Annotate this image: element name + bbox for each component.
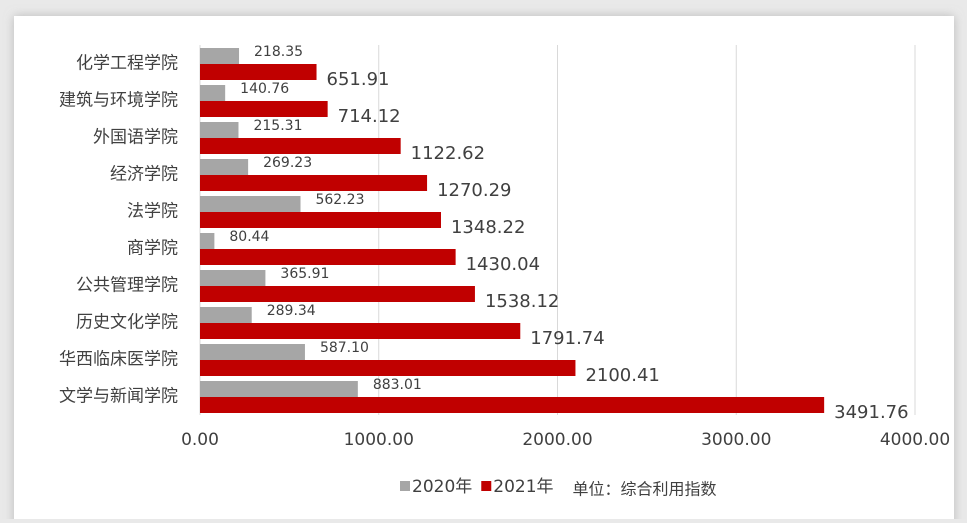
legend-swatch: [481, 481, 492, 491]
data-label: 651.91: [327, 69, 390, 90]
data-label: 714.12: [338, 106, 401, 127]
data-label: 883.01: [373, 377, 422, 393]
bar: [200, 212, 441, 228]
data-label: 2100.41: [585, 365, 659, 386]
bar: [200, 307, 252, 323]
y-tick-label: 经济学院: [110, 165, 178, 185]
bar: [200, 159, 249, 175]
data-label: 1791.74: [530, 328, 604, 349]
x-tick-label: 0.00: [181, 430, 219, 450]
data-label: 218.35: [254, 44, 303, 60]
y-tick-label: 商学院: [127, 239, 178, 259]
data-label: 1430.04: [466, 254, 540, 275]
data-label: 1122.62: [411, 143, 485, 164]
bar: [200, 138, 401, 154]
bar: [200, 85, 226, 101]
bar: [200, 323, 521, 339]
bar: [200, 270, 266, 286]
bar: [200, 344, 305, 360]
bar: [200, 397, 825, 413]
data-label: 1348.22: [451, 217, 525, 238]
x-tick-label: 3000.00: [701, 430, 771, 450]
data-label: 215.31: [253, 118, 302, 134]
bar: [200, 286, 475, 302]
bar: [200, 196, 301, 212]
data-label: 140.76: [240, 81, 289, 97]
data-label: 3491.76: [834, 402, 908, 423]
y-tick-label: 外国语学院: [93, 128, 178, 148]
y-tick-label: 历史文化学院: [76, 313, 178, 333]
bar: [200, 101, 328, 117]
data-label: 587.10: [320, 340, 369, 356]
y-tick-label: 法学院: [127, 202, 178, 222]
y-tick-label: 化学工程学院: [76, 54, 178, 74]
x-tick-label: 4000.00: [880, 430, 950, 450]
card: [14, 16, 954, 523]
bar: [200, 233, 215, 249]
bar: [200, 249, 456, 265]
x-tick-label: 1000.00: [344, 430, 414, 450]
bar: [200, 175, 428, 191]
data-label: 289.34: [267, 303, 316, 319]
legend-label: 2021年: [493, 477, 553, 497]
data-label: 80.44: [229, 229, 269, 245]
bar: [200, 360, 576, 376]
y-tick-label: 公共管理学院: [76, 276, 178, 296]
annotation: 单位：综合利用指数: [573, 480, 717, 499]
y-tick-label: 建筑与环境学院: [59, 91, 178, 111]
bar: [200, 48, 240, 64]
data-label: 562.23: [315, 192, 364, 208]
legend-label: 2020年: [412, 477, 472, 497]
bar: [200, 122, 239, 138]
y-tick-label: 华西临床医学院: [59, 350, 178, 370]
data-label: 1270.29: [437, 180, 511, 201]
data-label: 269.23: [263, 155, 312, 171]
data-label: 1538.12: [485, 291, 559, 312]
data-label: 365.91: [280, 266, 329, 282]
y-tick-label: 文学与新闻学院: [59, 387, 178, 407]
x-tick-label: 2000.00: [522, 430, 592, 450]
legend-swatch: [400, 481, 410, 491]
bar: [200, 64, 317, 80]
bar: [200, 381, 358, 397]
